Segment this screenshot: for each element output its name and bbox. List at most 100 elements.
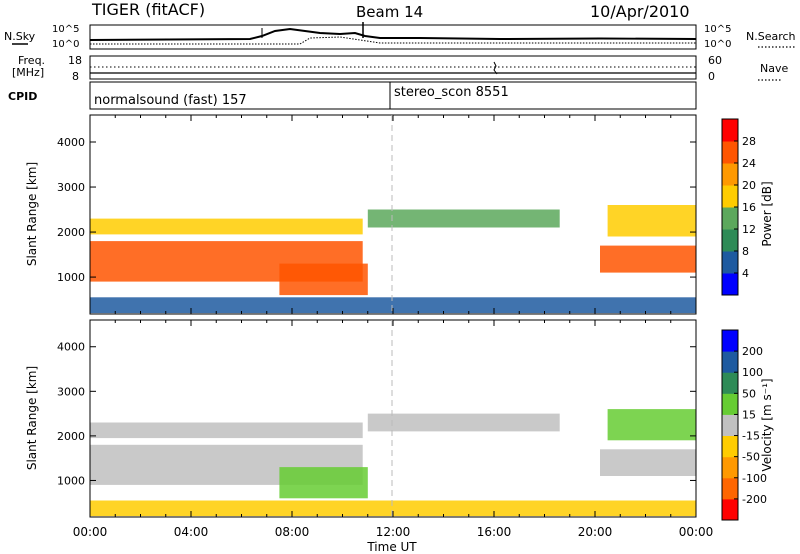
colorbar-tick-label: 8 <box>742 245 749 258</box>
y-tick-label: 1000 <box>57 271 85 284</box>
nsearch-label: N.Search <box>746 30 796 43</box>
velocity-y-axis-label: Slant Range [km] <box>25 366 39 470</box>
colorbar-swatch <box>722 498 738 521</box>
colorbar-swatch <box>722 141 738 164</box>
nsearch-trace <box>90 36 696 45</box>
colorbar-swatch <box>722 351 738 373</box>
date-title: 10/Apr/2010 <box>590 2 690 21</box>
colorbar-swatch <box>722 273 738 296</box>
nsearch-tick-high: 10^5 <box>704 24 731 35</box>
colorbar-swatch <box>722 185 738 208</box>
echo-band <box>600 449 696 476</box>
colorbar-tick-label: 200 <box>742 345 763 358</box>
colorbar-swatch <box>722 456 738 479</box>
y-tick-label: 1000 <box>57 474 85 487</box>
y-tick-label: 3000 <box>57 385 85 398</box>
colorbar-tick-label: 24 <box>742 157 756 170</box>
echo-band <box>279 467 368 499</box>
power-y-axis: 1000 2000 3000 4000 <box>57 136 696 284</box>
nsky-panel-frame <box>89 24 697 50</box>
freq-label-line2: [MHz] <box>12 66 44 79</box>
x-tick-label: 12:00 <box>376 525 411 539</box>
nsky-tick-low: 10^0 <box>52 39 79 50</box>
cpid-panel-frame <box>89 81 697 110</box>
echo-band <box>607 409 696 441</box>
colorbar-tick-label: 12 <box>742 223 756 236</box>
colorbar-swatch <box>722 251 738 274</box>
colorbar-tick-label: 4 <box>742 267 749 280</box>
nsky-tick-high: 10^5 <box>52 24 79 35</box>
freq-label-line1: Freq. <box>18 54 45 67</box>
colorbar-tick-label: -200 <box>742 493 767 506</box>
x-tick-label: 00:00 <box>679 525 714 539</box>
colorbar-tick-label: 100 <box>742 366 763 379</box>
colorbar-tick-label: 28 <box>742 135 756 148</box>
colorbar-swatch <box>722 163 738 186</box>
echo-band <box>367 209 560 228</box>
velocity-echo-layer <box>90 409 696 517</box>
power-x-ticks <box>89 115 697 314</box>
colorbar-swatch <box>722 393 738 415</box>
nsky-label: N.Sky <box>4 30 36 43</box>
colorbar-swatch <box>722 207 738 230</box>
x-tick-label: 16:00 <box>477 525 512 539</box>
y-tick-label: 4000 <box>57 136 85 149</box>
colorbar-tick-label: 16 <box>742 201 756 214</box>
echo-band <box>607 205 696 237</box>
nsky-trace <box>89 27 697 41</box>
echo-band <box>90 500 696 517</box>
x-tick-label: 08:00 <box>275 525 310 539</box>
freq-panel-frame <box>89 55 697 80</box>
colorbar-tick-label: 50 <box>742 387 756 400</box>
cpid-mode-label: stereo_scon 8551 <box>394 85 509 100</box>
freq-tick-high: 18 <box>68 54 82 67</box>
power-echo-layer <box>90 205 696 314</box>
colorbar-swatch <box>722 330 738 352</box>
colorbar-tick-label: -50 <box>742 451 760 464</box>
power-y-axis-label: Slant Range [km] <box>25 162 39 266</box>
power-colorbar-label: Power [dB] <box>760 181 774 246</box>
echo-band <box>600 245 696 273</box>
x-tick-label: 20:00 <box>578 525 613 539</box>
y-tick-label: 2000 <box>57 226 85 239</box>
nave-tick-high: 60 <box>708 54 722 67</box>
velocity-colorbar: -200 -100 -50 -15 15 50 100 200 <box>721 329 767 521</box>
cpid-mode-label: normalsound (fast) 157 <box>94 93 247 108</box>
echo-band <box>90 422 363 439</box>
colorbar-tick-label: 15 <box>742 408 756 421</box>
cpid-label: CPID <box>8 90 37 103</box>
colorbar-tick-label: -15 <box>742 430 760 443</box>
velocity-y-axis: 1000 2000 3000 4000 <box>57 341 696 487</box>
nsearch-tick-low: 10^0 <box>704 39 731 50</box>
power-colorbar: 4 8 12 16 20 24 28 <box>721 118 756 296</box>
echo-band <box>279 263 368 296</box>
colorbar-tick-label: -100 <box>742 472 767 485</box>
echo-band <box>90 218 363 235</box>
velocity-colorbar-label: Velocity [m s⁻¹] <box>760 378 774 471</box>
colorbar-swatch <box>722 477 738 500</box>
nave-label: Nave <box>760 62 788 75</box>
station-title: TIGER (fitACF) <box>91 0 205 19</box>
colorbar-swatch <box>722 119 738 142</box>
colorbar-swatch <box>722 372 738 394</box>
echo-band <box>90 297 696 314</box>
echo-band <box>367 413 560 432</box>
colorbar-tick-label: 20 <box>742 179 756 192</box>
freq-glitch <box>493 61 498 75</box>
y-tick-label: 4000 <box>57 341 85 354</box>
x-tick-label: 00:00 <box>73 525 108 539</box>
y-tick-label: 3000 <box>57 181 85 194</box>
colorbar-swatch <box>722 414 738 436</box>
x-tick-label: 04:00 <box>174 525 209 539</box>
y-tick-label: 2000 <box>57 430 85 443</box>
colorbar-swatch <box>722 435 738 458</box>
velocity-x-ticks <box>89 320 697 517</box>
beam-title: Beam 14 <box>356 3 423 21</box>
freq-tick-low: 8 <box>72 70 79 83</box>
x-tick-labels: 00:00 04:00 08:00 12:00 16:00 20:00 00:00 <box>73 525 714 539</box>
x-axis-label: Time UT <box>366 540 417 554</box>
nave-tick-low: 0 <box>708 70 715 83</box>
colorbar-frame <box>721 329 739 521</box>
colorbar-swatch <box>722 229 738 252</box>
